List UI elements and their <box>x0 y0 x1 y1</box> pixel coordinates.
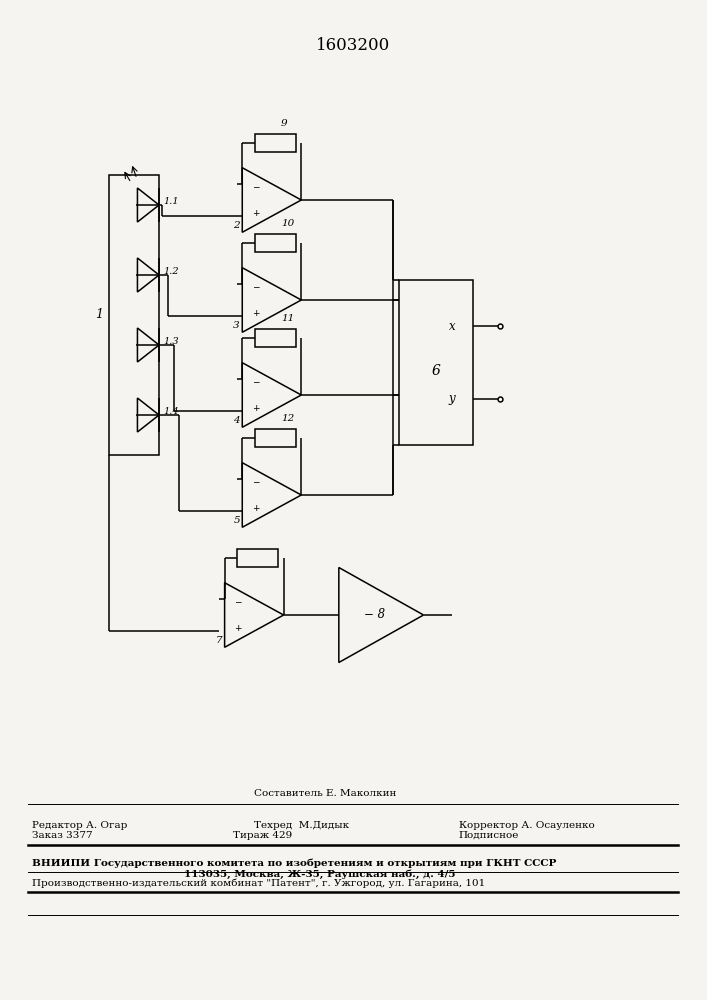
Text: +: + <box>252 504 259 513</box>
Text: −: − <box>252 477 259 486</box>
Text: 1.1: 1.1 <box>164 196 180 206</box>
Text: +: + <box>252 404 259 413</box>
Text: 1.4: 1.4 <box>164 406 180 416</box>
Text: 5: 5 <box>233 516 240 525</box>
Text: −: − <box>252 282 259 291</box>
Bar <box>255 234 296 252</box>
Text: 12: 12 <box>281 414 294 423</box>
Text: Редактор А. Огар: Редактор А. Огар <box>32 820 127 830</box>
Text: 6: 6 <box>431 364 440 378</box>
Text: 4: 4 <box>233 416 240 425</box>
Text: 1.3: 1.3 <box>164 336 180 346</box>
Text: +: + <box>252 309 259 318</box>
Text: Корректор А. Осауленко: Корректор А. Осауленко <box>459 820 595 830</box>
Bar <box>255 429 296 447</box>
Text: 1603200: 1603200 <box>316 36 390 53</box>
Text: Подписное: Подписное <box>459 830 519 840</box>
Text: х: х <box>449 320 455 333</box>
Text: 1.2: 1.2 <box>164 266 180 275</box>
Text: у: у <box>449 392 455 405</box>
Bar <box>255 329 296 347</box>
Text: 11: 11 <box>281 314 294 323</box>
Text: 2: 2 <box>233 221 240 230</box>
Text: +: + <box>234 624 242 633</box>
Text: − 8: − 8 <box>363 608 385 621</box>
Bar <box>237 549 278 567</box>
Text: Тираж 429: Тираж 429 <box>233 830 292 840</box>
Bar <box>399 280 473 445</box>
Bar <box>255 134 296 152</box>
Bar <box>110 175 159 455</box>
Text: −: − <box>234 597 242 606</box>
Text: 7: 7 <box>216 636 222 645</box>
Text: −: − <box>252 182 259 191</box>
Text: −: − <box>252 377 259 386</box>
Text: Техред  М.Дидык: Техред М.Дидык <box>254 820 349 830</box>
Text: +: + <box>252 209 259 218</box>
Text: 113035, Москва, Ж-35, Раушская наб., д. 4/5: 113035, Москва, Ж-35, Раушская наб., д. … <box>184 869 455 879</box>
Text: ВНИИПИ Государственного комитета по изобретениям и открытиям при ГКНТ СССР: ВНИИПИ Государственного комитета по изоб… <box>32 858 556 868</box>
Text: 10: 10 <box>281 219 294 228</box>
Text: 1: 1 <box>95 308 103 322</box>
Text: Заказ 3377: Заказ 3377 <box>32 830 93 840</box>
Text: Производственно-издательский комбинат "Патент", г. Ужгород, ул. Гагарина, 101: Производственно-издательский комбинат "П… <box>32 878 485 888</box>
Text: 9: 9 <box>281 119 288 128</box>
Text: 3: 3 <box>233 321 240 330</box>
Text: Составитель Е. Маколкин: Составитель Е. Маколкин <box>254 790 397 798</box>
